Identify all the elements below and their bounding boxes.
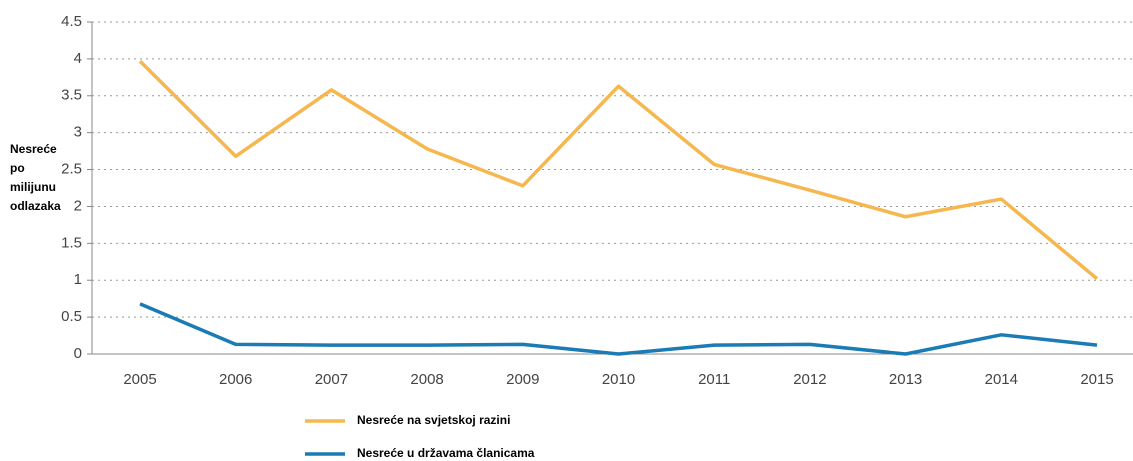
x-tick-label: 2011 — [698, 371, 730, 388]
legend-label: Nesreće na svjetskoj razini — [357, 413, 510, 427]
x-tick-label: 2007 — [315, 371, 348, 388]
series-line — [139, 302, 1098, 356]
y-tick-label: 4.5 — [61, 13, 82, 30]
y-tick-label: 2.5 — [61, 161, 82, 178]
y-axis-label: Nesreće po milijunu odlazaka — [10, 142, 61, 213]
y-tick-label: 1.5 — [61, 234, 82, 251]
y-tick-label: 0.5 — [61, 308, 82, 325]
x-tick-label: 2010 — [602, 371, 635, 388]
y-tick-label: 2 — [74, 197, 82, 214]
y-tick-label: 3.5 — [61, 87, 82, 104]
y-tick-label: 3 — [74, 124, 82, 141]
y-tick-label: 1 — [74, 271, 82, 288]
x-tick-label: 2006 — [219, 371, 252, 388]
y-tick-label: 0 — [74, 345, 82, 362]
series-line — [138, 59, 1099, 281]
x-tick-label: 2005 — [123, 371, 156, 388]
x-tick-label: 2015 — [1080, 371, 1113, 388]
x-tick-label: 2013 — [889, 371, 922, 388]
x-tick-label: 2014 — [985, 371, 1018, 388]
y-tick-label: 4 — [74, 50, 82, 67]
x-tick-label: 2012 — [793, 371, 826, 388]
x-tick-label: 2009 — [506, 371, 539, 388]
x-tick-label: 2008 — [410, 371, 443, 388]
legend-label: Nesreće u državama članicama — [357, 446, 535, 460]
